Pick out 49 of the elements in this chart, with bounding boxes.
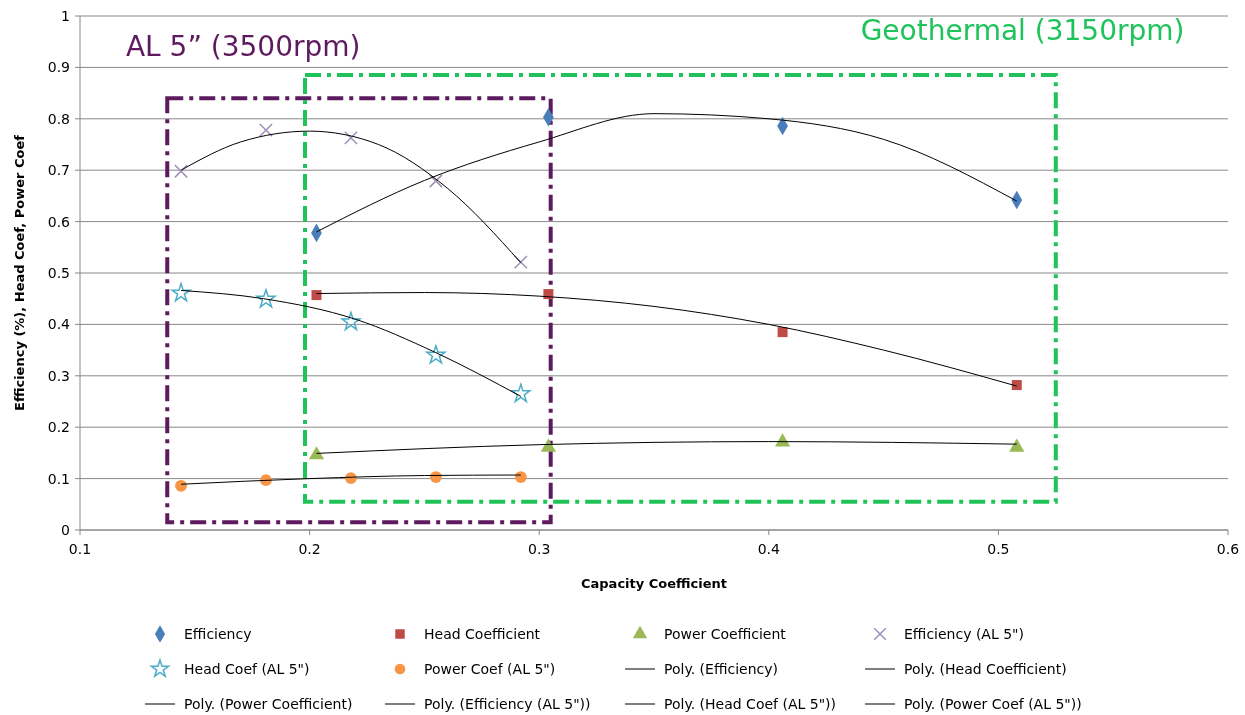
y-tick-label: 0.9 <box>47 59 70 76</box>
x-tick-label: 0.6 <box>1216 541 1240 557</box>
point <box>777 327 788 338</box>
y-tick-label: 0.1 <box>47 470 70 487</box>
point <box>341 311 361 331</box>
annotation: Geothermal (3150rpm) <box>860 14 1185 47</box>
legend-label: Poly. (Power Coefficient) <box>184 696 353 712</box>
legend-label: Power Coefficient <box>664 626 787 642</box>
x-tick-label: 0.4 <box>757 541 781 557</box>
point <box>426 345 446 364</box>
point <box>514 471 527 483</box>
point <box>311 290 322 301</box>
y-axis-title: Efficiency (%), Head Coef, Power Coef <box>12 134 27 411</box>
point <box>511 383 531 403</box>
legend-label: Poly. (Head Coef (AL 5")) <box>664 696 836 712</box>
point <box>259 123 273 137</box>
x-tick-label: 0.3 <box>528 541 551 557</box>
legend-label: Poly. (Efficiency) <box>664 661 778 677</box>
point <box>256 289 276 308</box>
legend-label: Poly. (Efficiency (AL 5")) <box>424 696 591 712</box>
y-tick-label: 0.7 <box>47 162 70 179</box>
y-tick-label: 0.8 <box>47 110 70 127</box>
point <box>540 438 556 452</box>
point <box>1009 438 1025 452</box>
legend-label: Head Coefficient <box>424 626 541 642</box>
point <box>174 164 188 179</box>
y-tick-label: 0.2 <box>47 419 70 436</box>
y-tick-label: 0.3 <box>47 367 70 384</box>
y-tick-label: 1 <box>61 8 70 24</box>
y-tick-label: 0 <box>61 522 70 538</box>
point <box>428 174 443 188</box>
point <box>171 282 191 302</box>
annotation: AL 5” (3500rpm) <box>125 30 361 63</box>
y-tick-label: 0.4 <box>47 316 71 333</box>
x-axis-title: Capacity Coefficient <box>580 576 728 591</box>
y-tick-label: 0.6 <box>47 213 71 230</box>
legend-label: Poly. (Head Coefficient) <box>904 661 1067 677</box>
legend-label: Power Coef (AL 5") <box>424 661 556 677</box>
legend-label: Head Coef (AL 5") <box>184 661 310 677</box>
legend-label: Efficiency <box>184 626 252 642</box>
y-tick-label: 0.5 <box>47 265 70 281</box>
x-tick-label: 0.2 <box>298 541 321 557</box>
legend-label: Efficiency (AL 5") <box>904 626 1024 642</box>
x-tick-label: 0.5 <box>987 541 1010 557</box>
legend-label: Poly. (Power Coef (AL 5")) <box>904 696 1082 712</box>
point <box>1011 380 1022 391</box>
point <box>344 130 358 145</box>
point <box>308 446 325 460</box>
point <box>175 479 187 492</box>
